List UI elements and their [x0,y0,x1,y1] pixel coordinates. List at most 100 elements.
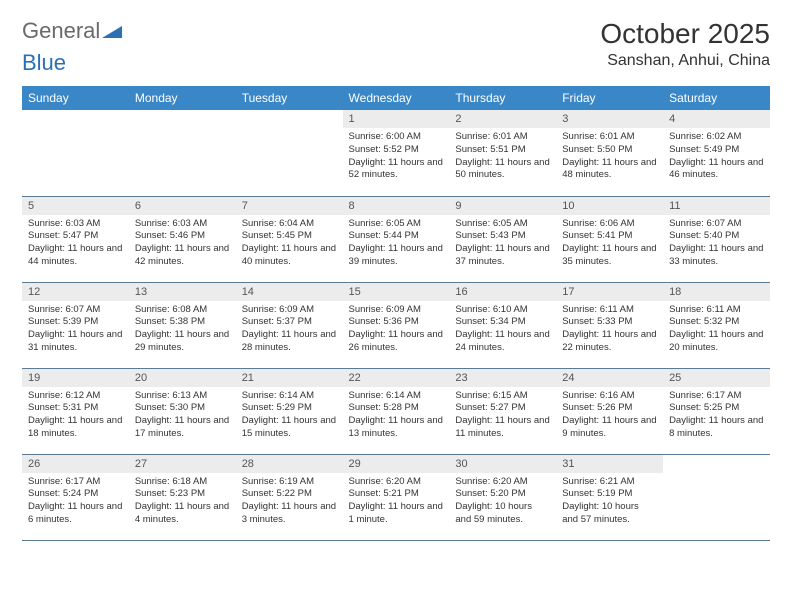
day-detail-line: Sunset: 5:24 PM [28,488,123,501]
day-details: Sunrise: 6:14 AMSunset: 5:29 PMDaylight:… [236,387,343,445]
logo: General Blue [22,18,122,76]
day-details: Sunrise: 6:11 AMSunset: 5:32 PMDaylight:… [663,301,770,359]
day-detail-line: Daylight: 11 hours and 40 minutes. [242,243,337,269]
day-number: 25 [663,369,770,387]
day-details: Sunrise: 6:16 AMSunset: 5:26 PMDaylight:… [556,387,663,445]
day-number: 20 [129,369,236,387]
day-details: Sunrise: 6:00 AMSunset: 5:52 PMDaylight:… [343,128,450,186]
day-detail-line: Daylight: 11 hours and 35 minutes. [562,243,657,269]
day-details: Sunrise: 6:12 AMSunset: 5:31 PMDaylight:… [22,387,129,445]
header: General Blue October 2025 Sanshan, Anhui… [22,18,770,76]
logo-text-a: General [22,18,100,43]
day-detail-line: Daylight: 11 hours and 8 minutes. [669,415,764,441]
day-detail-line: Daylight: 11 hours and 17 minutes. [135,415,230,441]
calendar-day-cell: 9Sunrise: 6:05 AMSunset: 5:43 PMDaylight… [449,196,556,282]
calendar-day-cell: 12Sunrise: 6:07 AMSunset: 5:39 PMDayligh… [22,282,129,368]
calendar-day-cell [22,110,129,196]
calendar-day-cell [129,110,236,196]
day-detail-line: Daylight: 11 hours and 46 minutes. [669,157,764,183]
day-number: 1 [343,110,450,128]
day-details: Sunrise: 6:14 AMSunset: 5:28 PMDaylight:… [343,387,450,445]
day-details: Sunrise: 6:20 AMSunset: 5:21 PMDaylight:… [343,473,450,531]
day-number: 28 [236,455,343,473]
day-detail-line: Sunrise: 6:03 AM [135,218,230,231]
logo-text: General Blue [22,18,122,76]
day-details: Sunrise: 6:09 AMSunset: 5:37 PMDaylight:… [236,301,343,359]
day-details: Sunrise: 6:19 AMSunset: 5:22 PMDaylight:… [236,473,343,531]
day-detail-line: Sunrise: 6:14 AM [349,390,444,403]
day-detail-line: Daylight: 11 hours and 4 minutes. [135,501,230,527]
calendar-week-row: 1Sunrise: 6:00 AMSunset: 5:52 PMDaylight… [22,110,770,196]
logo-triangle-icon [102,18,122,44]
calendar-day-cell: 16Sunrise: 6:10 AMSunset: 5:34 PMDayligh… [449,282,556,368]
calendar-day-cell: 13Sunrise: 6:08 AMSunset: 5:38 PMDayligh… [129,282,236,368]
day-detail-line: Sunset: 5:41 PM [562,230,657,243]
day-details: Sunrise: 6:06 AMSunset: 5:41 PMDaylight:… [556,215,663,273]
day-number [129,110,236,128]
day-number: 22 [343,369,450,387]
calendar-table: SundayMondayTuesdayWednesdayThursdayFrid… [22,86,770,541]
day-detail-line: Sunset: 5:45 PM [242,230,337,243]
day-number: 6 [129,197,236,215]
day-detail-line: Sunrise: 6:05 AM [349,218,444,231]
day-detail-line: Daylight: 11 hours and 9 minutes. [562,415,657,441]
day-detail-line: Sunrise: 6:09 AM [242,304,337,317]
day-detail-line: Daylight: 11 hours and 29 minutes. [135,329,230,355]
day-details: Sunrise: 6:18 AMSunset: 5:23 PMDaylight:… [129,473,236,531]
weekday-header: Wednesday [343,86,450,110]
day-detail-line: Daylight: 11 hours and 24 minutes. [455,329,550,355]
calendar-week-row: 12Sunrise: 6:07 AMSunset: 5:39 PMDayligh… [22,282,770,368]
day-detail-line: Daylight: 11 hours and 44 minutes. [28,243,123,269]
day-detail-line: Sunrise: 6:13 AM [135,390,230,403]
day-detail-line: Daylight: 11 hours and 31 minutes. [28,329,123,355]
day-detail-line: Sunrise: 6:04 AM [242,218,337,231]
day-detail-line: Sunrise: 6:11 AM [669,304,764,317]
calendar-day-cell: 18Sunrise: 6:11 AMSunset: 5:32 PMDayligh… [663,282,770,368]
day-details: Sunrise: 6:03 AMSunset: 5:46 PMDaylight:… [129,215,236,273]
day-details: Sunrise: 6:17 AMSunset: 5:24 PMDaylight:… [22,473,129,531]
calendar-day-cell: 17Sunrise: 6:11 AMSunset: 5:33 PMDayligh… [556,282,663,368]
calendar-day-cell: 3Sunrise: 6:01 AMSunset: 5:50 PMDaylight… [556,110,663,196]
day-detail-line: Daylight: 11 hours and 11 minutes. [455,415,550,441]
calendar-day-cell: 23Sunrise: 6:15 AMSunset: 5:27 PMDayligh… [449,368,556,454]
day-detail-line: Daylight: 11 hours and 42 minutes. [135,243,230,269]
day-detail-line: Sunset: 5:34 PM [455,316,550,329]
calendar-day-cell: 26Sunrise: 6:17 AMSunset: 5:24 PMDayligh… [22,454,129,540]
calendar-week-row: 26Sunrise: 6:17 AMSunset: 5:24 PMDayligh… [22,454,770,540]
calendar-day-cell [663,454,770,540]
day-detail-line: Sunset: 5:29 PM [242,402,337,415]
location: Sanshan, Anhui, China [600,52,770,70]
calendar-day-cell: 31Sunrise: 6:21 AMSunset: 5:19 PMDayligh… [556,454,663,540]
calendar-header-row: SundayMondayTuesdayWednesdayThursdayFrid… [22,86,770,110]
day-details: Sunrise: 6:03 AMSunset: 5:47 PMDaylight:… [22,215,129,273]
day-details: Sunrise: 6:20 AMSunset: 5:20 PMDaylight:… [449,473,556,531]
day-detail-line: Sunset: 5:31 PM [28,402,123,415]
day-details: Sunrise: 6:08 AMSunset: 5:38 PMDaylight:… [129,301,236,359]
day-detail-line: Daylight: 11 hours and 50 minutes. [455,157,550,183]
day-detail-line: Sunrise: 6:02 AM [669,131,764,144]
title-block: October 2025 Sanshan, Anhui, China [600,18,770,70]
day-number: 18 [663,283,770,301]
day-number: 26 [22,455,129,473]
day-detail-line: Sunrise: 6:18 AM [135,476,230,489]
calendar-day-cell: 25Sunrise: 6:17 AMSunset: 5:25 PMDayligh… [663,368,770,454]
day-detail-line: Sunrise: 6:20 AM [455,476,550,489]
calendar-day-cell: 21Sunrise: 6:14 AMSunset: 5:29 PMDayligh… [236,368,343,454]
calendar-day-cell: 6Sunrise: 6:03 AMSunset: 5:46 PMDaylight… [129,196,236,282]
calendar-day-cell: 19Sunrise: 6:12 AMSunset: 5:31 PMDayligh… [22,368,129,454]
day-details: Sunrise: 6:05 AMSunset: 5:43 PMDaylight:… [449,215,556,273]
day-detail-line: Sunrise: 6:20 AM [349,476,444,489]
day-detail-line: Sunset: 5:36 PM [349,316,444,329]
weekday-header: Friday [556,86,663,110]
day-detail-line: Sunset: 5:21 PM [349,488,444,501]
day-detail-line: Sunrise: 6:09 AM [349,304,444,317]
day-detail-line: Sunrise: 6:01 AM [455,131,550,144]
logo-text-b: Blue [22,50,66,75]
day-detail-line: Daylight: 11 hours and 3 minutes. [242,501,337,527]
calendar-day-cell: 14Sunrise: 6:09 AMSunset: 5:37 PMDayligh… [236,282,343,368]
day-number: 13 [129,283,236,301]
day-detail-line: Sunset: 5:40 PM [669,230,764,243]
calendar-day-cell: 4Sunrise: 6:02 AMSunset: 5:49 PMDaylight… [663,110,770,196]
day-detail-line: Sunset: 5:38 PM [135,316,230,329]
day-detail-line: Sunset: 5:47 PM [28,230,123,243]
